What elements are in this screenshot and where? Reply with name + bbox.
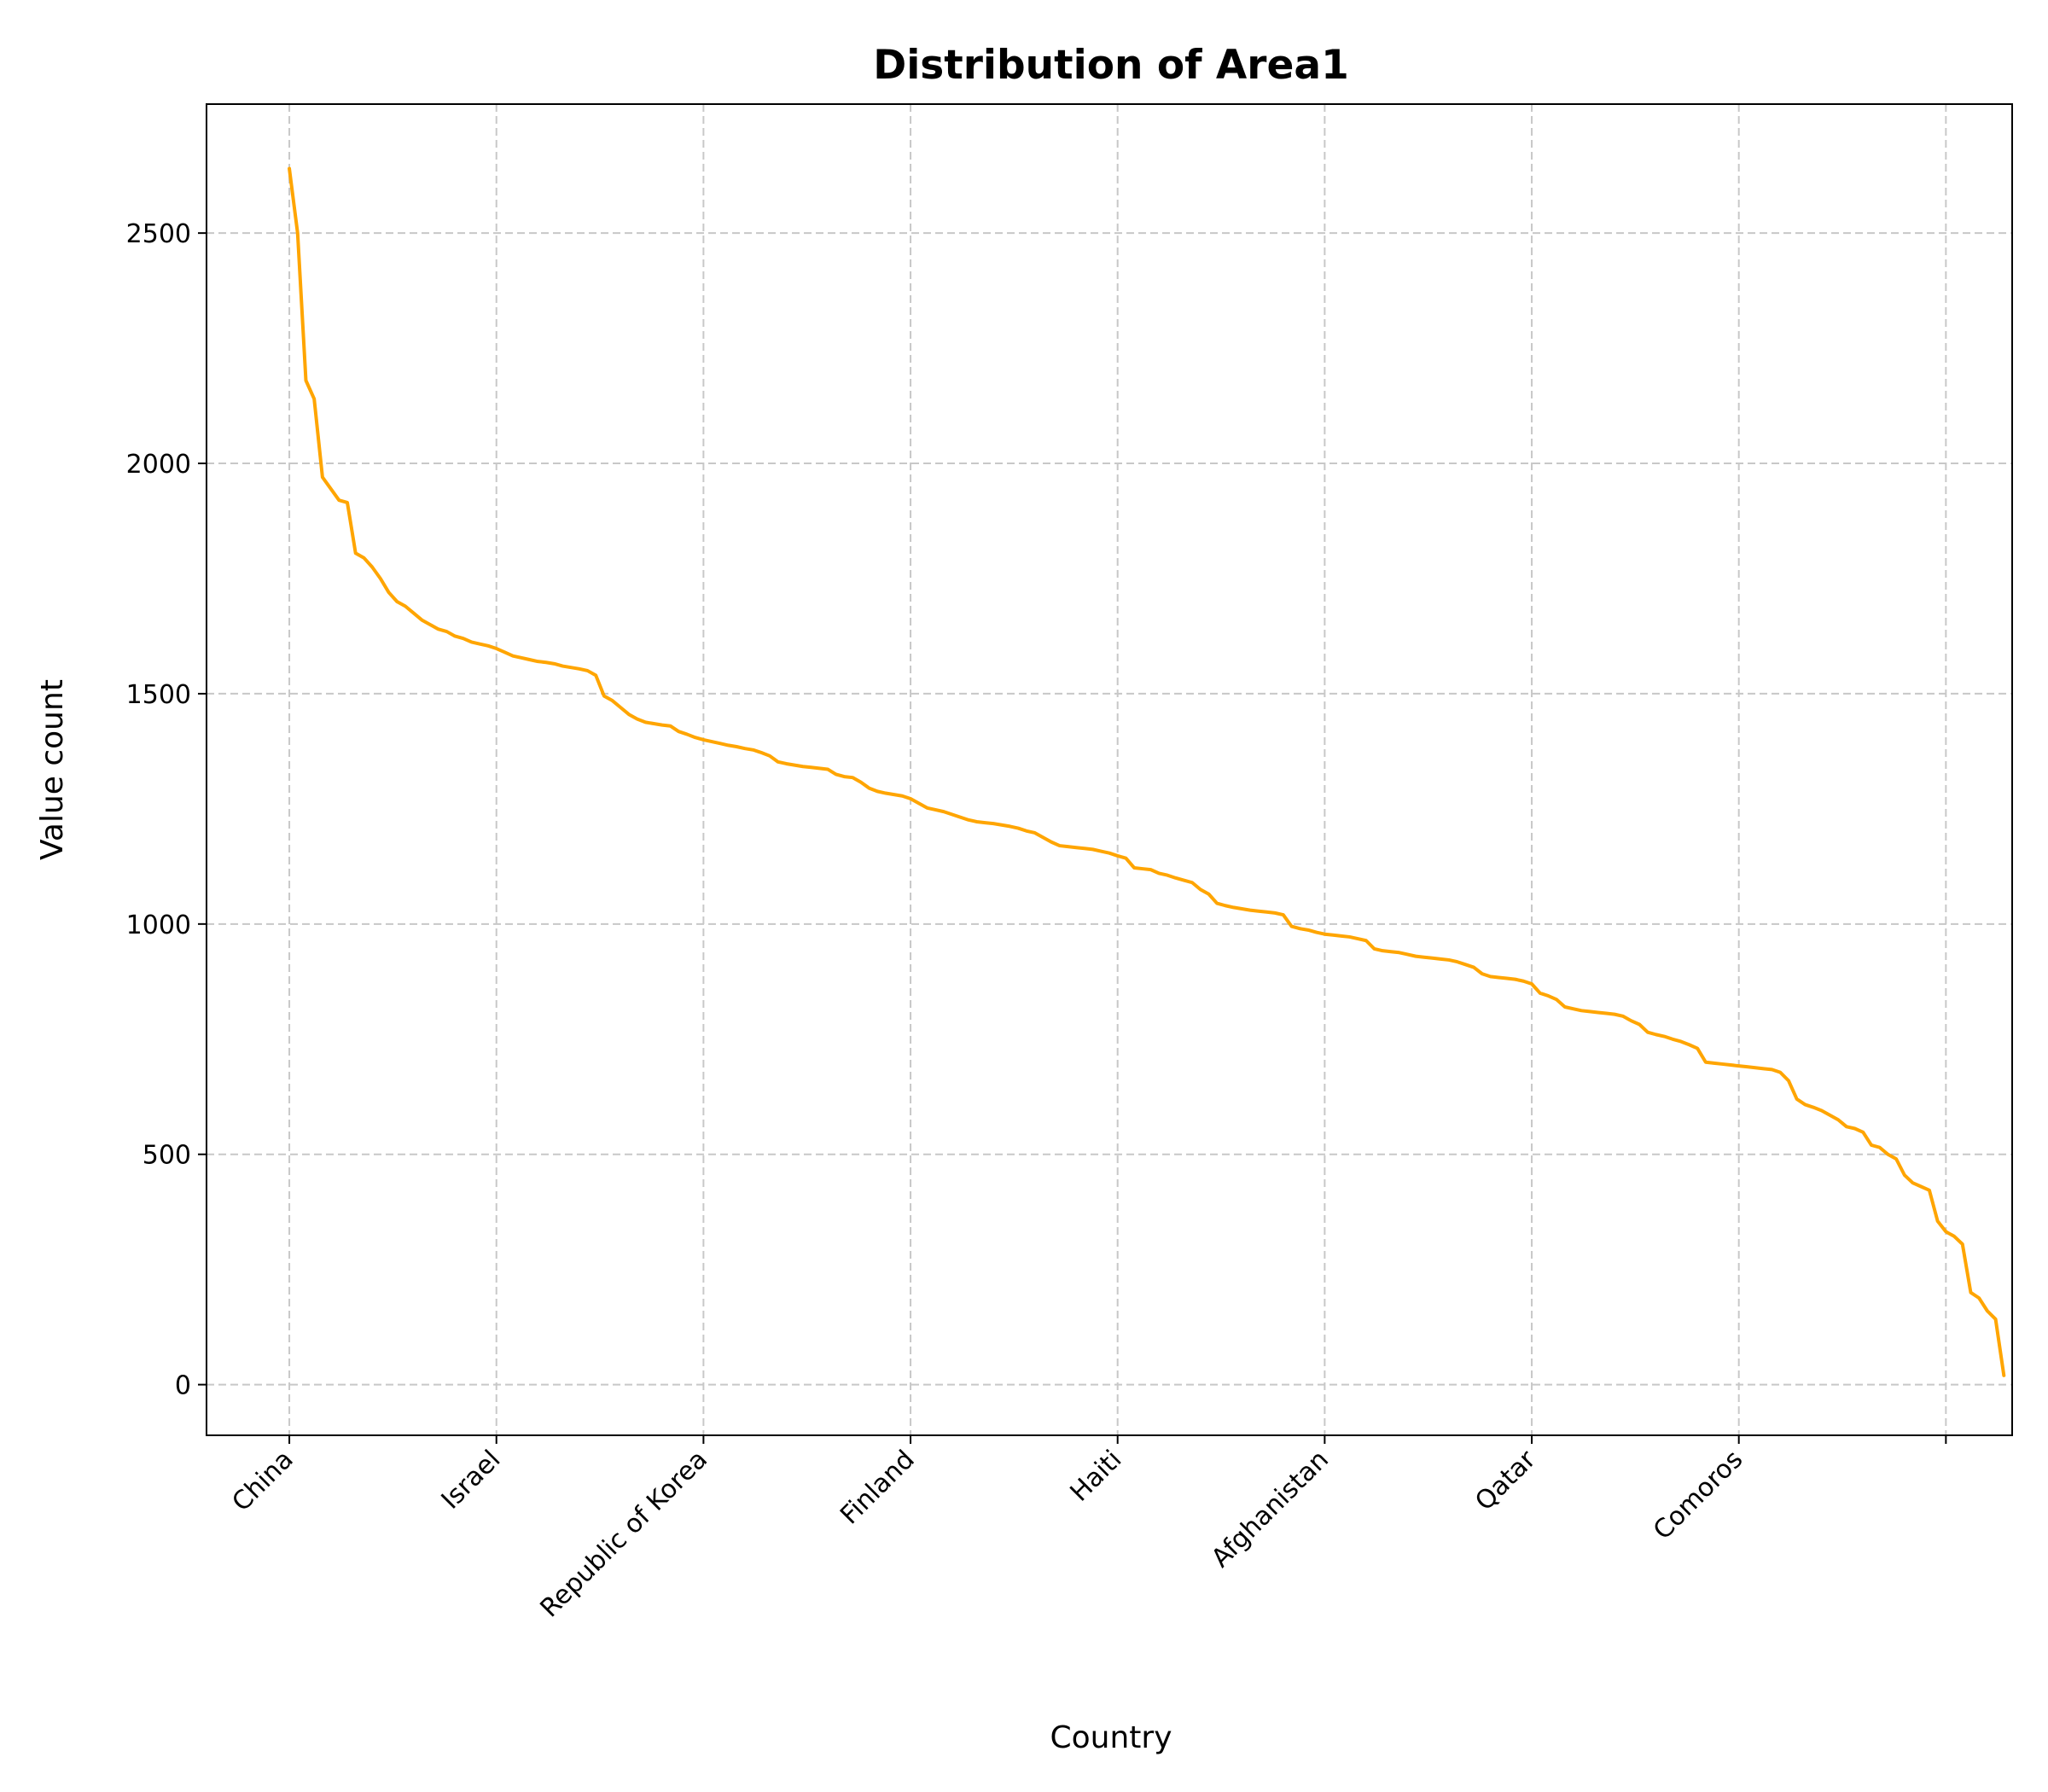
y-tick-label: 1000 — [126, 911, 191, 940]
series-layer — [288, 166, 2006, 1377]
chart-title: Distribution of Area1 — [873, 42, 1349, 89]
y-tick-label: 0 — [175, 1371, 191, 1401]
y-axis-label: Value count — [35, 679, 70, 860]
x-axis-label: Country — [1050, 1720, 1172, 1755]
y-tick-label: 500 — [143, 1141, 191, 1171]
y-tick-label: 1500 — [126, 680, 191, 710]
series-line — [288, 166, 2006, 1377]
grid-lines — [207, 104, 2012, 1435]
y-tick-label: 2500 — [126, 219, 191, 249]
plot-area-frame — [206, 103, 2013, 1436]
y-tick-label: 2000 — [126, 450, 191, 480]
